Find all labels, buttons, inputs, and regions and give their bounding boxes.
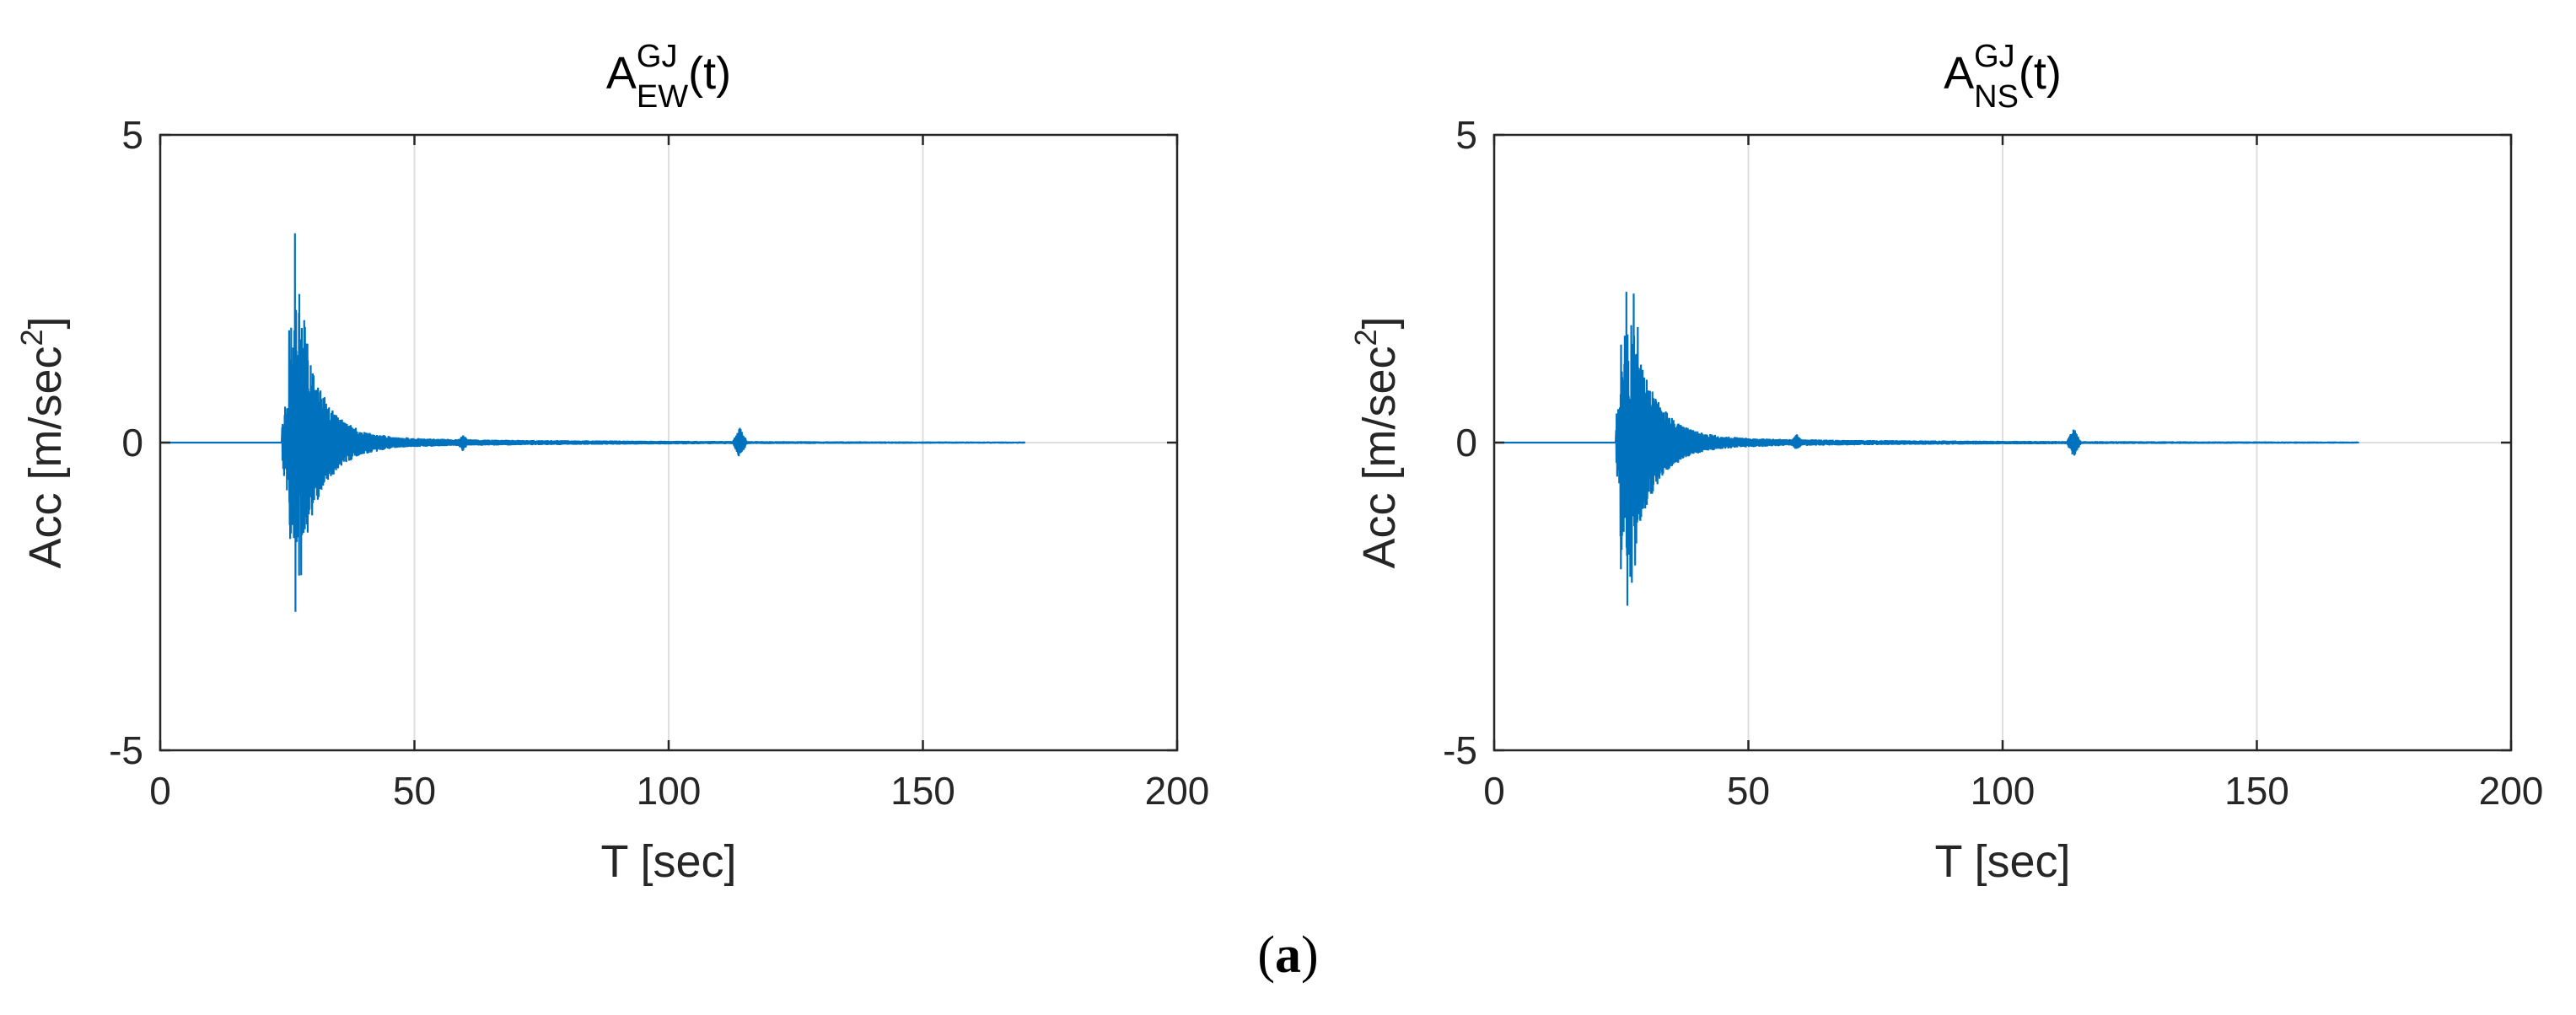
y-tick-label: -5 <box>109 728 143 772</box>
y-tick-label: 5 <box>121 113 143 157</box>
y-tick-label: 5 <box>1455 113 1477 157</box>
x-axis-label: T [sec] <box>600 836 736 887</box>
y-tick-label: -5 <box>1443 728 1477 772</box>
x-tick-label: 0 <box>1483 769 1505 813</box>
figure-caption: (a) <box>1257 926 1319 984</box>
x-tick-label: 200 <box>1145 769 1210 813</box>
chart-title: AGJ EW(t) <box>606 39 731 115</box>
x-tick-label: 50 <box>1727 769 1770 813</box>
x-tick-label: 150 <box>890 769 955 813</box>
x-axis-label: T [sec] <box>1934 836 2070 887</box>
y-axis-label: Acc [m/sec2] <box>1348 316 1405 568</box>
x-tick-label: 200 <box>2479 769 2544 813</box>
x-tick-label: 50 <box>393 769 436 813</box>
y-tick-label: 0 <box>121 421 143 465</box>
x-tick-label: 150 <box>2224 769 2289 813</box>
caption-label: a <box>1275 926 1301 984</box>
data-series-line <box>1494 292 2359 606</box>
x-tick-label: 0 <box>149 769 171 813</box>
x-tick-label: 100 <box>1971 769 2036 813</box>
data-series-line <box>160 233 1025 612</box>
y-tick-label: 0 <box>1455 421 1477 465</box>
y-axis-label: Acc [m/sec2] <box>14 316 71 568</box>
chart-title: AGJ NS(t) <box>1944 39 2062 115</box>
x-tick-label: 100 <box>637 769 702 813</box>
